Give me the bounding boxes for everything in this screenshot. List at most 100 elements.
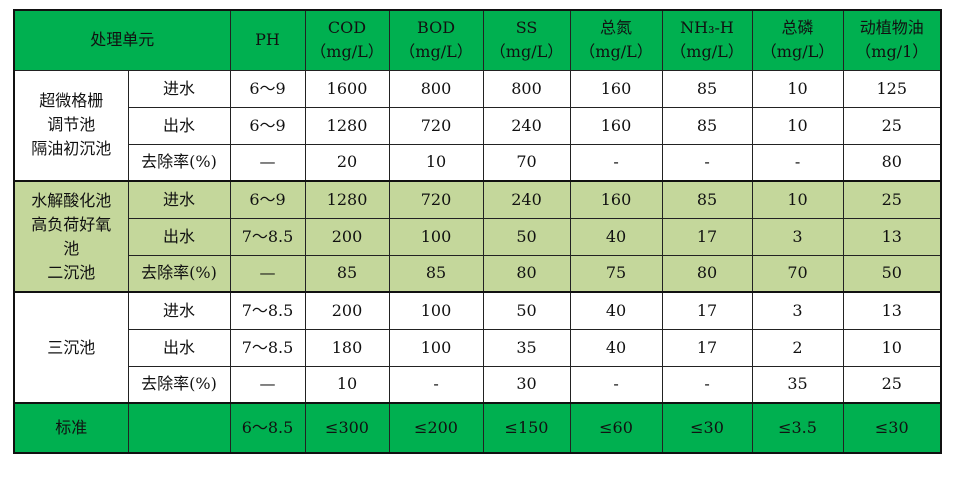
value-cell: 240 [482, 106, 571, 145]
header-ph: PH [229, 9, 306, 71]
value-cell: 85 [388, 254, 484, 293]
value-cell: 75 [569, 254, 663, 293]
value-cell: 35 [482, 328, 571, 367]
group-name-cell: 水解酸化池 高负荷好氧 池 二沉池 [13, 180, 129, 293]
value-cell: 25 [842, 180, 942, 219]
value-cell: 17 [661, 217, 753, 256]
value-cell: — [229, 254, 306, 293]
value-cell: — [229, 143, 306, 182]
value-cell: 85 [661, 69, 753, 108]
value-cell: 25 [842, 365, 942, 404]
standard-value-cell: ≤3.5 [751, 402, 844, 454]
header-treatment-unit: 处理单元 [13, 9, 231, 71]
standard-value-cell: 6～8.5 [229, 402, 306, 454]
value-cell: - [388, 365, 484, 404]
value-cell: 25 [842, 106, 942, 145]
value-cell: 1600 [304, 69, 390, 108]
row-label-cell: 进水 [127, 69, 231, 108]
value-cell: 125 [842, 69, 942, 108]
value-cell: 85 [661, 180, 753, 219]
value-cell: 10 [304, 365, 390, 404]
table-row: 去除率(%) — 10 - 30 - - 35 25 [14, 365, 942, 404]
standard-row: 标准 6～8.5 ≤300 ≤200 ≤150 ≤60 ≤30 ≤3.5 ≤30 [13, 402, 942, 454]
value-cell: 3 [751, 217, 844, 256]
value-cell: 200 [304, 217, 390, 256]
value-cell: — [229, 365, 306, 404]
value-cell: 100 [388, 291, 484, 330]
value-cell: 13 [842, 217, 942, 256]
row-label-cell: 进水 [127, 291, 231, 330]
standard-label-cell: 标准 [13, 402, 129, 454]
standard-empty-cell [127, 402, 231, 454]
value-cell: 800 [388, 69, 484, 108]
value-cell: 17 [661, 328, 753, 367]
row-label-cell: 去除率(%) [127, 365, 231, 404]
table-row: 三沉池 进水 7～8.5 200 100 50 40 17 3 13 [13, 291, 942, 404]
standard-value-cell: ≤150 [482, 402, 571, 454]
value-cell: 6～9 [229, 69, 306, 108]
table-row: 水解酸化池 高负荷好氧 池 二沉池 进水 6～9 1280 720 240 16… [13, 180, 942, 293]
value-cell: 240 [482, 180, 571, 219]
value-cell: 6～9 [229, 106, 306, 145]
value-cell: 7～8.5 [229, 291, 306, 330]
row-label-cell: 出水 [127, 106, 231, 145]
value-cell: - [661, 143, 753, 182]
value-cell: 40 [569, 328, 663, 367]
value-cell: 2 [751, 328, 844, 367]
group-name-cell: 三沉池 [13, 291, 129, 404]
value-cell: 10 [751, 69, 844, 108]
header-ss: SS （mg/L） [482, 9, 571, 71]
row-label-cell: 去除率(%) [127, 143, 231, 182]
value-cell: 100 [388, 217, 484, 256]
value-cell: 10 [751, 106, 844, 145]
value-cell: 70 [482, 143, 571, 182]
value-cell: - [661, 365, 753, 404]
value-cell: 50 [482, 291, 571, 330]
value-cell: 7～8.5 [229, 217, 306, 256]
value-cell: 70 [751, 254, 844, 293]
table-row: 出水 7～8.5 180 100 35 40 17 2 10 [14, 328, 942, 367]
value-cell: 180 [304, 328, 390, 367]
value-cell: 160 [569, 69, 663, 108]
table-row: 出水 6～9 1280 720 240 160 85 10 25 [14, 106, 942, 145]
value-cell: 3 [751, 291, 844, 330]
value-cell: 100 [388, 328, 484, 367]
value-cell: 50 [482, 217, 571, 256]
standard-value-cell: ≤200 [388, 402, 484, 454]
value-cell: 17 [661, 291, 753, 330]
table-row: 出水 7～8.5 200 100 50 40 17 3 13 [14, 217, 942, 256]
row-label-cell: 出水 [127, 328, 231, 367]
table-row: 超微格栅 调节池 隔油初沉池 进水 6～9 1600 800 800 160 8… [13, 69, 942, 182]
row-label-cell: 进水 [127, 180, 231, 219]
standard-value-cell: ≤60 [569, 402, 663, 454]
row-label-cell: 出水 [127, 217, 231, 256]
value-cell: 160 [569, 106, 663, 145]
value-cell: 13 [842, 291, 942, 330]
value-cell: 6～9 [229, 180, 306, 219]
water-quality-table: 处理单元 PH COD （mg/L） BOD （mg/L） SS （mg/L） … [13, 9, 943, 454]
group-name-cell: 超微格栅 调节池 隔油初沉池 [13, 69, 129, 182]
value-cell: 80 [482, 254, 571, 293]
value-cell: 1280 [304, 106, 390, 145]
value-cell: 80 [661, 254, 753, 293]
value-cell: 30 [482, 365, 571, 404]
header-bod: BOD （mg/L） [388, 9, 484, 71]
header-total-phosphorus: 总磷 （mg/L） [751, 9, 844, 71]
value-cell: 85 [304, 254, 390, 293]
table-row: 去除率(%) — 20 10 70 - - - 80 [14, 143, 942, 182]
value-cell: 10 [751, 180, 844, 219]
header-cod: COD （mg/L） [304, 9, 390, 71]
value-cell: - [569, 365, 663, 404]
value-cell: 40 [569, 217, 663, 256]
value-cell: 85 [661, 106, 753, 145]
value-cell: 10 [388, 143, 484, 182]
value-cell: - [751, 143, 844, 182]
value-cell: 200 [304, 291, 390, 330]
value-cell: 50 [842, 254, 942, 293]
header-row: 处理单元 PH COD （mg/L） BOD （mg/L） SS （mg/L） … [13, 9, 942, 71]
table-row: 去除率(%) — 85 85 80 75 80 70 50 [14, 254, 942, 293]
standard-value-cell: ≤300 [304, 402, 390, 454]
standard-value-cell: ≤30 [842, 402, 942, 454]
header-animal-plant-oil: 动植物油 （mg/1） [842, 9, 942, 71]
